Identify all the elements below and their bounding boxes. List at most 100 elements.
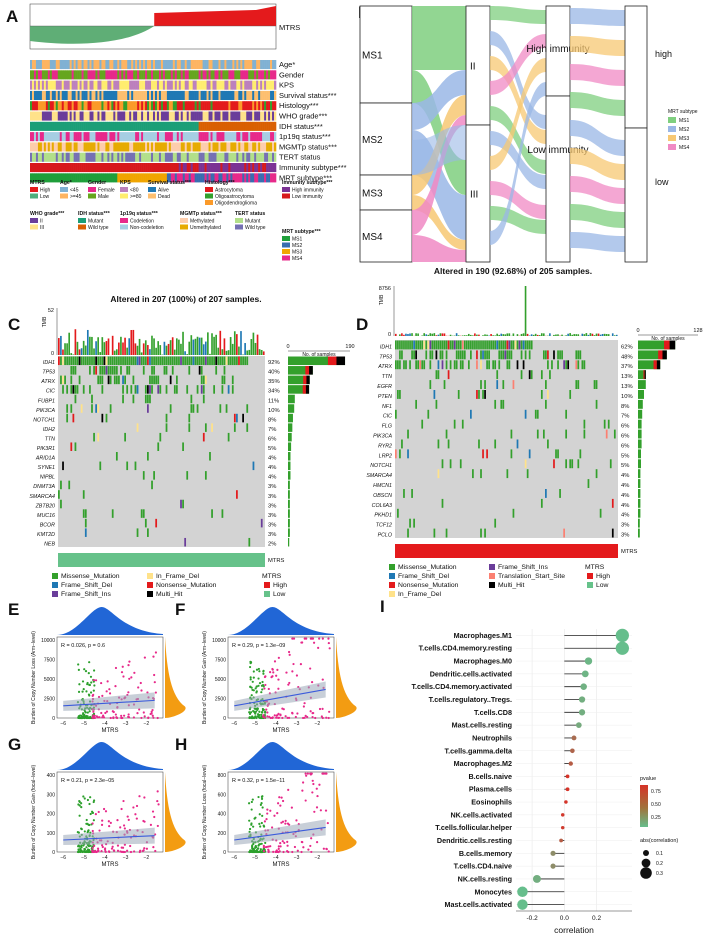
annotation-cell (83, 111, 86, 121)
data-point (106, 680, 109, 683)
annotation-cell (143, 132, 146, 142)
annotation-cell (180, 121, 184, 131)
data-point (318, 637, 321, 640)
mutation-cell (223, 356, 226, 366)
gene-label: ATRX (40, 379, 55, 385)
annotation-cell (244, 152, 247, 162)
annotation-cell (77, 60, 80, 70)
mutation-cell (534, 409, 537, 419)
annotation-cell (85, 90, 88, 100)
data-point (91, 829, 94, 833)
mtrs-high-area (154, 6, 276, 26)
annotation-cell (117, 152, 120, 162)
tmb-bar (184, 351, 186, 355)
annotation-cell (75, 90, 78, 100)
legend-tick-label: 0.50 (651, 802, 661, 808)
tmb-bar (498, 334, 501, 336)
annotation-cell (254, 101, 257, 111)
legend-swatch (235, 218, 243, 223)
annotation-cell (33, 101, 37, 111)
annotation-cell (176, 80, 180, 90)
annotation-cell (107, 90, 110, 100)
annotation-cell (214, 90, 217, 100)
annotation-cell (65, 90, 68, 100)
annotation-cell (30, 173, 33, 183)
mutation-cell (140, 356, 143, 366)
data-point (291, 637, 294, 640)
oncoprint-title: Altered in 190 (92.68%) of 205 samples. (434, 266, 592, 276)
data-point (318, 707, 322, 711)
annotation-cell (260, 173, 263, 183)
annotation-cell (164, 132, 168, 142)
mutation-cell (200, 356, 203, 366)
annotation-cell (254, 90, 257, 100)
annotation-cell (270, 121, 273, 131)
mutation-cell (500, 350, 503, 360)
mutation-cell (453, 419, 456, 429)
data-point (153, 673, 156, 677)
annotation-cell (156, 90, 160, 100)
data-point (251, 688, 254, 692)
mutation-cell (401, 340, 403, 350)
legend-swatch (120, 187, 128, 192)
gene-label: TTN (382, 374, 392, 380)
annotation-cell (93, 111, 96, 121)
annotation-cell (170, 132, 174, 142)
mutation-cell (260, 518, 263, 528)
legend-swatch (180, 224, 188, 230)
category-label: Plasma.cells (469, 785, 512, 794)
mutation-cell (413, 350, 415, 360)
annotation-cell (87, 142, 90, 152)
mutation-cell (488, 360, 490, 370)
mutation-cell (520, 350, 523, 360)
annotation-cell (31, 121, 35, 131)
annotation-cell (266, 173, 269, 183)
annotation-cell (69, 121, 72, 131)
mutation-cell (159, 432, 162, 442)
data-point (258, 710, 261, 713)
data-point (122, 675, 125, 678)
annotation-cell (206, 60, 209, 70)
annotation-cell (59, 60, 63, 70)
data-point (154, 691, 157, 694)
annotation-cell (256, 121, 259, 131)
annotation-cell (39, 132, 43, 142)
annotation-cell (47, 70, 51, 80)
annotation-cell (170, 163, 174, 173)
annotation-cell (59, 173, 63, 183)
data-point (153, 681, 156, 684)
annotation-cell (55, 132, 59, 142)
data-point (255, 685, 258, 688)
annotation-cell (176, 152, 180, 162)
mutation-cell (132, 356, 135, 366)
annotation-cell (123, 163, 126, 173)
category-label: T.cells.regulatory..Tregs. (429, 695, 512, 704)
annotation-cell (236, 90, 239, 100)
annotation-cell (160, 90, 164, 100)
data-point (257, 795, 260, 799)
annotation-cell (91, 70, 94, 80)
data-point (315, 787, 318, 790)
mutation-cell (159, 385, 162, 394)
mutation-cell (577, 380, 580, 389)
annotation-cell (270, 101, 273, 111)
mtrs-label: MTRS (279, 23, 300, 32)
legend-swatch (60, 187, 68, 192)
legend-item-label: MS2 (679, 127, 690, 133)
mutation-cell (480, 469, 482, 479)
y-axis-label: Burden of Copy Number Gain (focal−level) (31, 764, 37, 859)
annotation-cell (232, 111, 235, 121)
annotation-cell (153, 101, 156, 111)
annotation-cell (149, 101, 152, 111)
mutation-cell (192, 356, 195, 366)
annotation-cell (216, 142, 219, 152)
annotation-cell (69, 163, 72, 173)
mutation-cell (595, 399, 598, 409)
mutation-cell (99, 366, 102, 375)
data-point (315, 806, 319, 809)
mutation-cell (494, 439, 497, 449)
tmb-bar (159, 345, 162, 355)
mutation-cell (246, 404, 249, 413)
mutation-cell (575, 380, 578, 389)
